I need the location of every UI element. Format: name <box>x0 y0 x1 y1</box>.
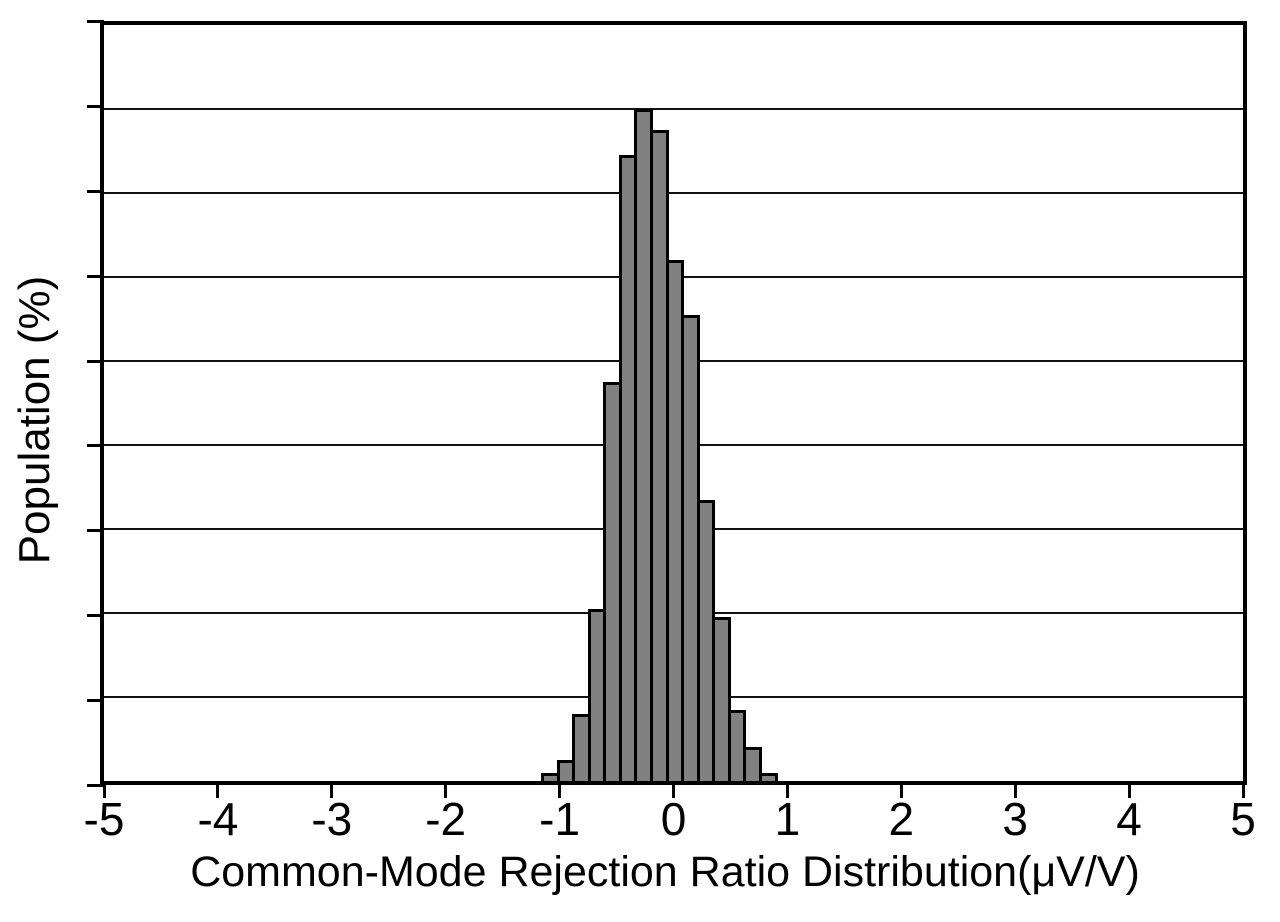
y-tick <box>87 699 104 703</box>
x-tick <box>672 785 675 798</box>
y-tick <box>87 20 104 23</box>
y-tick <box>87 104 104 108</box>
x-tick <box>558 785 562 798</box>
histogram-bar <box>758 772 778 784</box>
x-tick <box>444 785 448 798</box>
x-tick <box>102 785 106 798</box>
y-tick <box>87 359 104 363</box>
histogram-bar <box>727 709 747 784</box>
x-tick-label: -1 <box>539 793 581 845</box>
x-tick <box>216 785 220 798</box>
x-tick <box>1013 785 1017 798</box>
y-tick <box>87 274 104 278</box>
x-axis-title: Common-Mode Rejection Ratio Distribution… <box>190 848 1140 896</box>
x-tick <box>1241 785 1245 798</box>
x-tick-label: -5 <box>83 793 125 845</box>
x-tick-label: 5 <box>1230 793 1256 845</box>
histogram-bar <box>712 617 731 784</box>
y-tick <box>87 784 104 787</box>
y-axis-title: Population (%) <box>10 275 59 565</box>
x-tick-label: 1 <box>774 793 801 845</box>
y-tick <box>87 529 104 533</box>
x-tick <box>785 785 789 798</box>
x-tick <box>330 785 334 798</box>
x-tick-label: 3 <box>1002 793 1028 845</box>
y-gridline <box>104 192 1243 194</box>
x-tick-label: -2 <box>425 793 467 845</box>
x-tick-label: 4 <box>1116 793 1142 845</box>
y-gridline <box>104 108 1243 110</box>
plot-area <box>104 25 1243 784</box>
plot-box <box>100 21 1247 785</box>
x-tick-label: 0 <box>660 793 687 845</box>
histogram-bar <box>743 747 762 784</box>
x-tick <box>899 785 903 798</box>
x-tick-label: -3 <box>311 793 353 845</box>
x-tick <box>1127 785 1131 798</box>
x-tick-label: 2 <box>888 793 915 845</box>
y-tick <box>87 189 104 193</box>
x-tick-label: -4 <box>197 793 239 845</box>
y-tick <box>87 444 104 448</box>
y-tick <box>87 614 104 618</box>
